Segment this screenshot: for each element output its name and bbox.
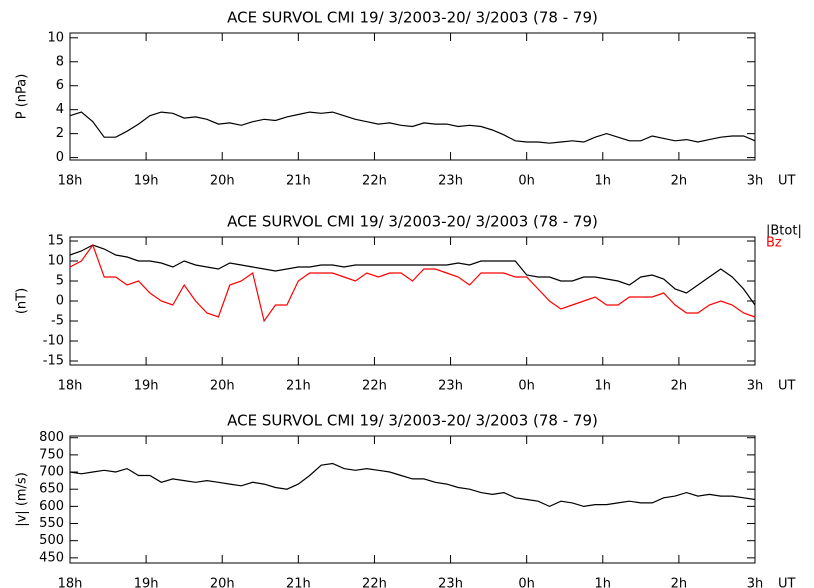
y-tick-label: 500 <box>39 533 64 548</box>
x-tick-label: 21h <box>286 379 311 394</box>
x-tick-label: 18h <box>58 577 83 588</box>
x-tick-label: 20h <box>210 174 235 189</box>
x-tick-label: 19h <box>134 577 159 588</box>
x-tick-label: 19h <box>134 379 159 394</box>
x-axis-label: UT <box>778 577 796 588</box>
y-tick-label: 750 <box>39 447 64 462</box>
x-tick-label: 23h <box>438 379 463 394</box>
y-tick-label: 5 <box>56 274 64 289</box>
series-line <box>69 243 756 323</box>
x-tick-label: 0h <box>518 379 535 394</box>
x-tick-label: 18h <box>58 174 83 189</box>
y-tick-label: 0 <box>56 150 64 165</box>
x-tick-label: 21h <box>286 174 311 189</box>
chart-title: ACE SURVOL CMI 19/ 3/2003-20/ 3/2003 (78… <box>227 213 598 231</box>
plot-frame <box>69 32 756 161</box>
x-tick-label: 22h <box>362 577 387 588</box>
x-tick-label: 0h <box>518 174 535 189</box>
series-line <box>69 244 756 306</box>
x-tick-label: 1h <box>595 379 612 394</box>
chart-title: ACE SURVOL CMI 19/ 3/2003-20/ 3/2003 (78… <box>227 9 598 27</box>
y-tick-label: 8 <box>56 54 64 69</box>
y-axis-label: P (nPa) <box>15 74 30 120</box>
x-tick-label: 2h <box>671 379 688 394</box>
x-tick-label: 20h <box>210 577 235 588</box>
y-tick-label: -15 <box>43 354 64 369</box>
y-tick-label: 4 <box>56 102 64 117</box>
x-tick-label: 23h <box>438 577 463 588</box>
y-axis-label: (nT) <box>15 288 30 314</box>
y-tick-label: 10 <box>47 254 64 269</box>
y-tick-label: 2 <box>56 126 64 141</box>
x-tick-label: 20h <box>210 379 235 394</box>
y-tick-label: 600 <box>39 499 64 514</box>
plot-frame <box>69 435 756 564</box>
legend-label: |Btot| <box>766 224 802 239</box>
y-tick-label: 700 <box>39 465 64 480</box>
y-tick-label: -5 <box>51 314 64 329</box>
x-tick-label: 3h <box>747 379 764 394</box>
x-axis-label: UT <box>778 174 796 189</box>
y-tick-label: 550 <box>39 516 64 531</box>
y-tick-label: 650 <box>39 482 64 497</box>
x-tick-label: 1h <box>595 174 612 189</box>
plot-frame <box>69 236 756 366</box>
y-tick-label: 6 <box>56 78 64 93</box>
legend-label: Bz <box>766 236 782 251</box>
x-tick-label: 0h <box>518 577 535 588</box>
x-tick-label: 2h <box>671 174 688 189</box>
x-tick-label: 18h <box>58 379 83 394</box>
x-axis-label: UT <box>778 379 796 394</box>
chart-title: ACE SURVOL CMI 19/ 3/2003-20/ 3/2003 (78… <box>227 412 598 430</box>
y-axis-label: |v| (m/s) <box>15 472 30 527</box>
x-tick-label: 2h <box>671 577 688 588</box>
series-line <box>69 111 756 144</box>
y-tick-label: 0 <box>56 294 64 309</box>
y-tick-label: 450 <box>39 550 64 565</box>
y-tick-label: 800 <box>39 430 64 445</box>
x-tick-label: 19h <box>134 174 159 189</box>
x-tick-label: 23h <box>438 174 463 189</box>
y-tick-label: 10 <box>47 30 64 45</box>
series-line <box>69 462 756 508</box>
x-tick-label: 22h <box>362 379 387 394</box>
x-tick-label: 3h <box>747 174 764 189</box>
y-tick-label: -10 <box>43 334 64 349</box>
x-tick-label: 1h <box>595 577 612 588</box>
y-tick-label: 15 <box>47 234 64 249</box>
x-tick-label: 3h <box>747 577 764 588</box>
x-tick-label: 22h <box>362 174 387 189</box>
x-tick-label: 21h <box>286 577 311 588</box>
